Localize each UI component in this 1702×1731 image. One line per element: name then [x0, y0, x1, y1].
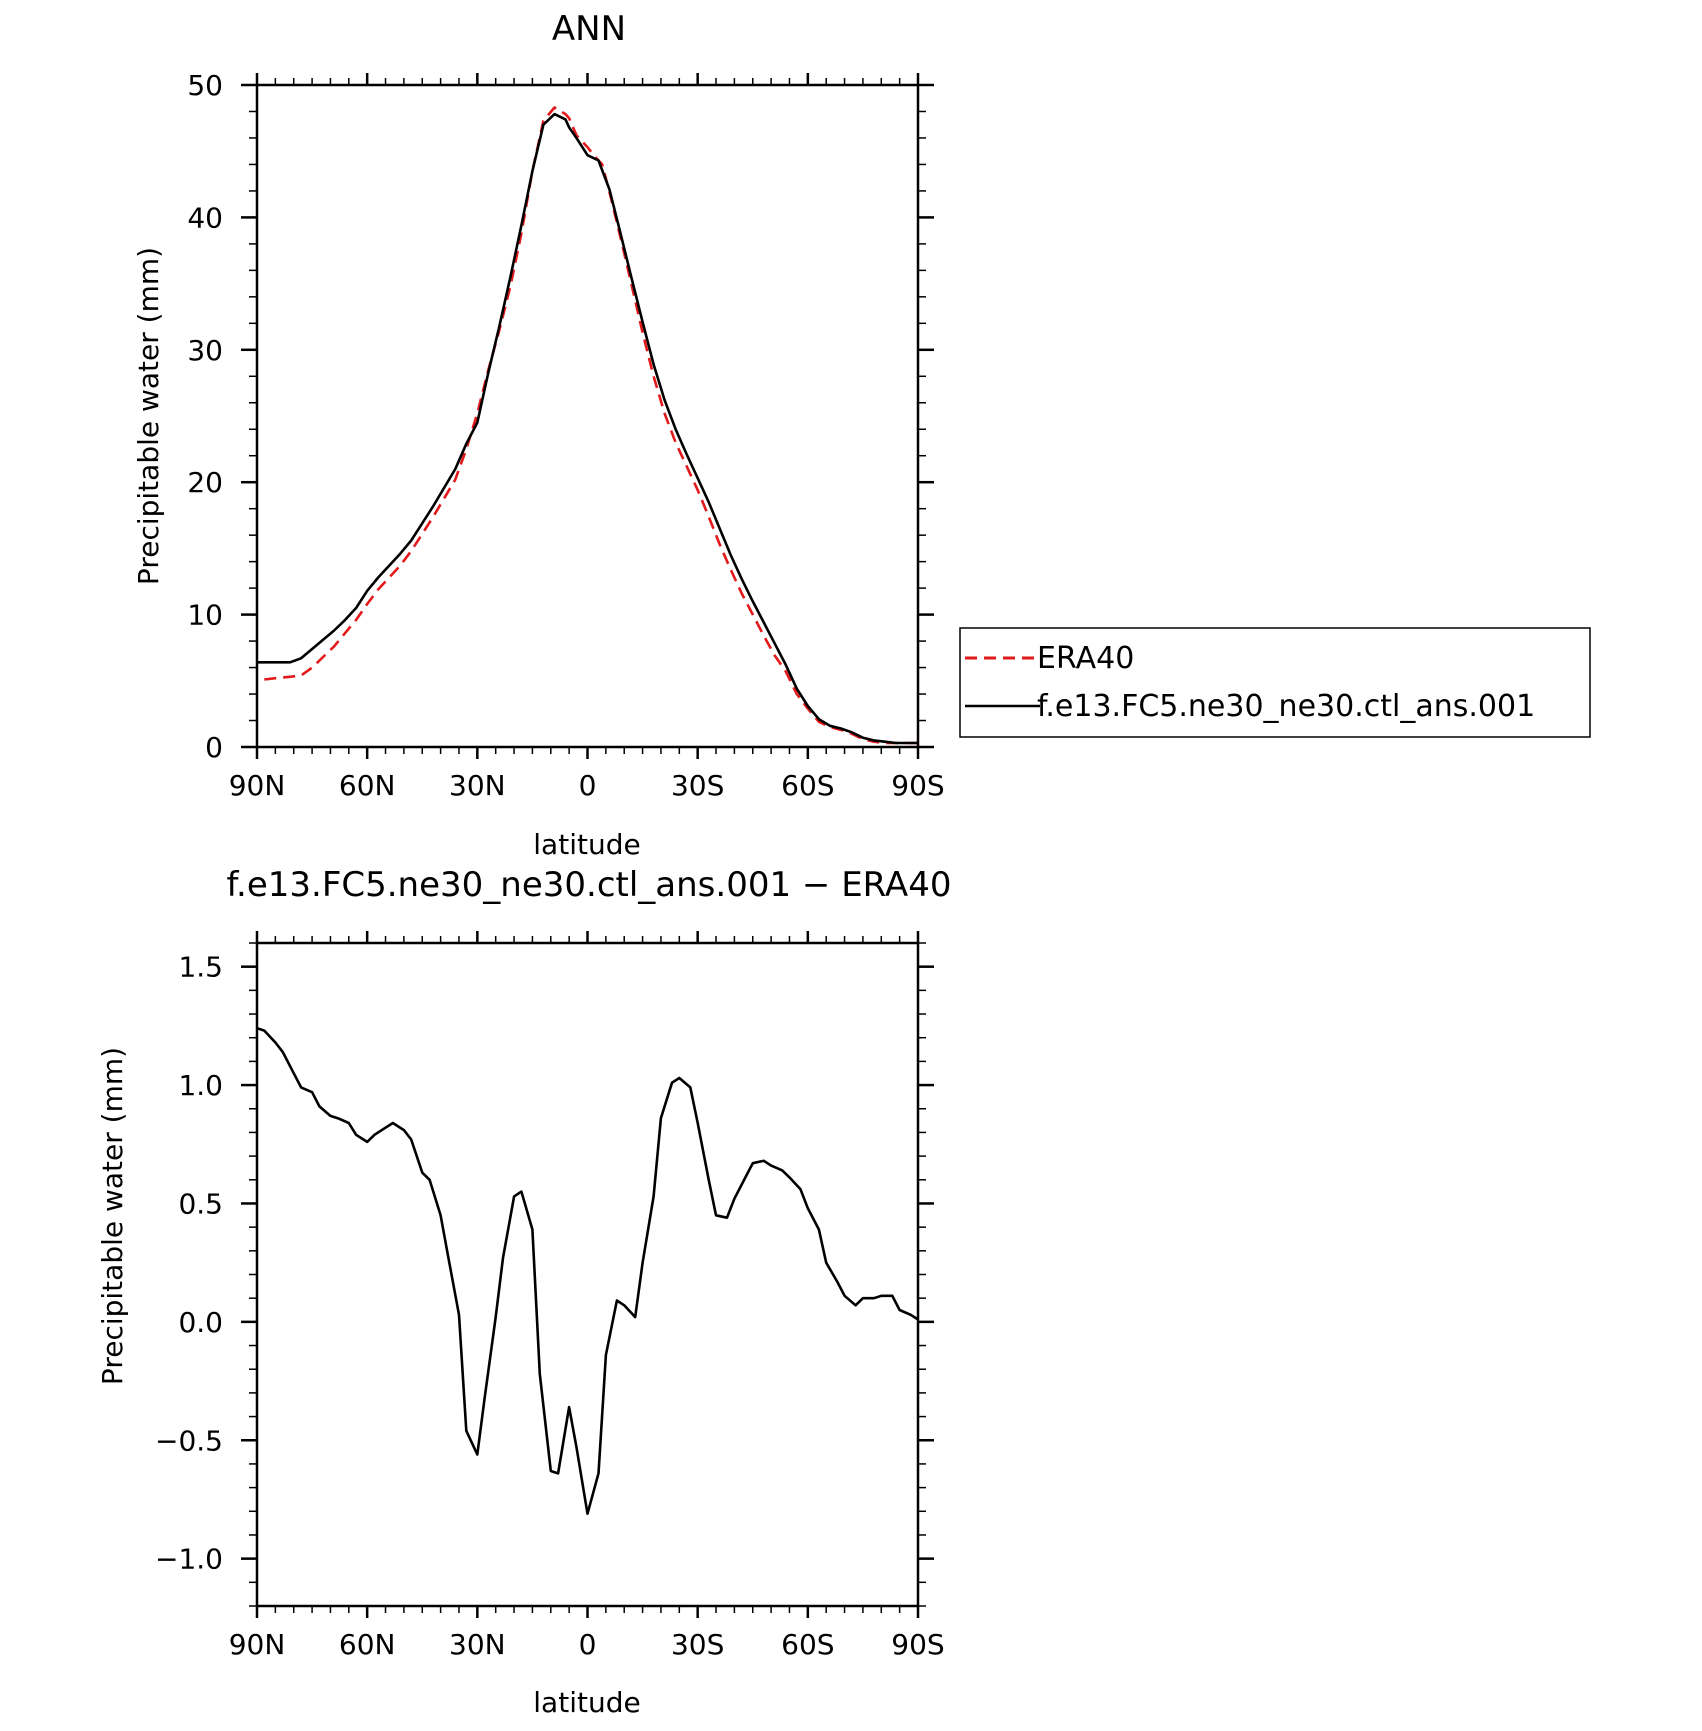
x-tick-label: 90S	[891, 769, 944, 802]
x-tick-label: 90S	[891, 1628, 944, 1661]
plot-frame	[255, 83, 920, 749]
x-tick-label: 30N	[449, 769, 506, 802]
x-tick-label: 30N	[449, 1628, 506, 1661]
y-tick-label: 0.0	[178, 1306, 223, 1339]
y-tick-label: 20	[187, 466, 223, 499]
tick-layer: 90N 60N 30N 0 30S 60S 90S 0 10 20 30 40 50	[187, 69, 944, 802]
x-tick-label: 30S	[671, 1628, 724, 1661]
y-tick-label: 0.5	[178, 1187, 223, 1220]
x-tick-label: 90N	[229, 769, 286, 802]
panel-annual-mean: ANN 90N 60N 30N 0 30S 60S 90S 0 10 20 30 40 50 Preci…	[132, 9, 945, 861]
legend-label-era40: ERA40	[1037, 641, 1134, 676]
series-layer	[256, 1026, 919, 1515]
y-axis-label: Precipitable water (mm)	[132, 247, 165, 585]
x-tick-label: 0	[579, 1628, 597, 1661]
x-tick-label: 60S	[781, 1628, 834, 1661]
panel-difference: f.e13.FC5.ne30_ne30.ctl_ans.001 − ERA40 …	[96, 865, 951, 1719]
series-layer	[257, 106, 918, 745]
legend-label-model: f.e13.FC5.ne30_ne30.ctl_ans.001	[1037, 689, 1535, 724]
series-line-model	[257, 112, 918, 745]
chart-title: f.e13.FC5.ne30_ne30.ctl_ans.001 − ERA40	[227, 865, 952, 905]
y-axis-label: Precipitable water (mm)	[96, 1047, 129, 1385]
y-tick-label: 30	[187, 334, 223, 367]
x-tick-label: 60N	[339, 1628, 396, 1661]
legend-box	[959, 627, 1591, 738]
series-line-era40	[264, 106, 918, 745]
series-line-difference	[256, 1026, 919, 1515]
y-tick-label: −1.0	[155, 1543, 223, 1576]
y-tick-label: 1.5	[178, 951, 223, 984]
x-axis-label: latitude	[533, 1686, 640, 1719]
x-tick-label: 60N	[339, 769, 396, 802]
legend: ERA40 f.e13.FC5.ne30_ne30.ctl_ans.001	[959, 627, 1591, 738]
y-tick-label: 50	[187, 69, 223, 102]
tick-layer: 90N 60N 30N 0 30S 60S 90S −1.0 −0.5 0.0 0.5 1.0 1.5	[155, 931, 945, 1661]
x-tick-label: 60S	[781, 769, 834, 802]
x-tick-label: 0	[579, 769, 597, 802]
chart-title: ANN	[552, 9, 626, 49]
x-axis-label: latitude	[533, 828, 640, 861]
y-tick-label: 1.0	[178, 1069, 223, 1102]
y-tick-label: 40	[187, 201, 223, 234]
y-tick-label: 0	[205, 731, 223, 764]
y-tick-label: −0.5	[155, 1424, 223, 1457]
x-tick-label: 90N	[229, 1628, 286, 1661]
x-tick-label: 30S	[671, 769, 724, 802]
y-tick-label: 10	[187, 599, 223, 632]
